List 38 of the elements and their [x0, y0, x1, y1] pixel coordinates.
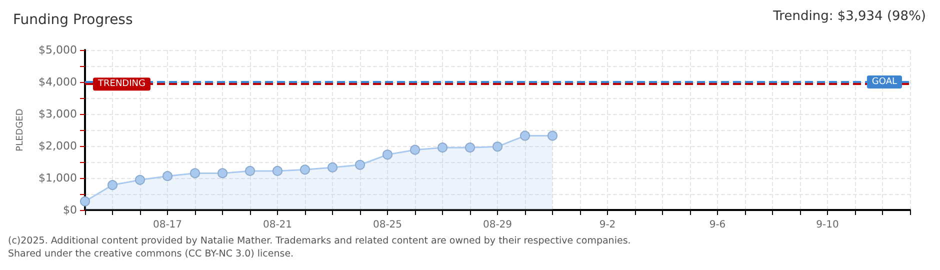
ref-line-label: TRENDING — [97, 79, 146, 90]
point — [108, 180, 118, 190]
y-tick-label: $5,000 — [38, 44, 77, 56]
x-tick-label: 08-25 — [372, 220, 402, 230]
ref-line-label: GOAL — [872, 77, 897, 87]
text: Trending: $3,934 (98%) — [772, 9, 926, 24]
point — [135, 174, 145, 185]
x-tick-label: 08-29 — [482, 220, 512, 230]
y-tick-label: $0 — [63, 204, 77, 216]
y-tick-label: $1,000 — [38, 172, 77, 184]
point — [438, 142, 448, 153]
point — [190, 168, 200, 178]
point — [520, 130, 530, 141]
point — [300, 164, 310, 175]
point — [548, 130, 558, 141]
x-tick-label: 9-6 — [709, 220, 726, 230]
point — [492, 142, 502, 152]
point — [355, 160, 365, 170]
point — [328, 162, 338, 172]
point — [80, 196, 90, 206]
x-tick-label: 08-17 — [152, 220, 182, 230]
point — [272, 166, 282, 176]
x-tick-label: 08-21 — [262, 220, 292, 230]
y-tick-label: $2,000 — [38, 140, 77, 152]
x-tick-label: 9-2 — [599, 220, 616, 230]
y-tick-label: $4,000 — [38, 76, 77, 88]
point — [410, 144, 420, 155]
text: Shared under the creative commons (CC BY-NC 3.0) license. — [8, 248, 294, 260]
point — [245, 166, 255, 176]
chart-title: Funding Progress — [13, 12, 133, 28]
x-tick-label: 9-10 — [816, 220, 839, 230]
text: (c)2025. Additional content provided by Natalie Mather. Trademarks and related content are owned by their respective companies. — [8, 236, 631, 246]
y-tick-label: $3,000 — [38, 108, 77, 120]
point — [465, 142, 475, 153]
point — [162, 171, 172, 182]
point — [218, 168, 228, 178]
point — [382, 150, 392, 160]
y-axis-title: PLEDGED — [16, 108, 26, 152]
